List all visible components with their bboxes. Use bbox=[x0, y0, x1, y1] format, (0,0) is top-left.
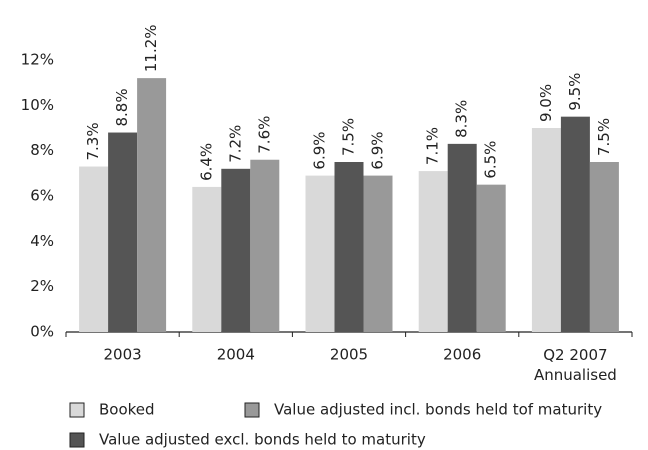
x-tick-label: 2006 bbox=[443, 346, 481, 364]
y-tick-label: 10% bbox=[21, 96, 54, 114]
data-label: 6.9% bbox=[311, 131, 329, 169]
data-label: 6.4% bbox=[197, 143, 215, 181]
bar bbox=[79, 166, 109, 332]
y-tick-label: 4% bbox=[30, 232, 54, 250]
data-label: 8.3% bbox=[453, 100, 471, 138]
bar bbox=[137, 78, 167, 332]
y-tick-label: 6% bbox=[30, 187, 54, 205]
bar bbox=[363, 175, 393, 332]
x-tick-label: 2003 bbox=[104, 346, 142, 364]
y-tick-label: 0% bbox=[30, 323, 54, 341]
data-label: 7.5% bbox=[595, 118, 613, 156]
bar bbox=[305, 175, 335, 332]
bar bbox=[531, 128, 561, 332]
y-tick-label: 2% bbox=[30, 277, 54, 295]
data-label: 9.5% bbox=[566, 73, 584, 111]
legend-label: Value adjusted incl. bonds held tof matu… bbox=[274, 401, 602, 419]
legend-label: Value adjusted excl. bonds held to matur… bbox=[99, 431, 426, 449]
y-tick-label: 12% bbox=[21, 51, 54, 69]
data-label: 7.2% bbox=[226, 125, 244, 163]
data-label: 9.0% bbox=[537, 84, 555, 122]
data-label: 7.6% bbox=[255, 116, 273, 154]
data-label: 7.3% bbox=[84, 122, 102, 160]
bar bbox=[560, 116, 590, 333]
x-tick-label: 2005 bbox=[330, 346, 368, 364]
bar bbox=[418, 171, 448, 332]
data-label: 7.1% bbox=[424, 127, 442, 165]
x-tick-label: Q2 2007 Annualised bbox=[534, 346, 617, 384]
legend-swatch bbox=[244, 402, 260, 418]
data-label: 8.8% bbox=[113, 88, 131, 126]
bar bbox=[447, 143, 477, 332]
bar bbox=[589, 162, 619, 332]
data-label: 7.5% bbox=[340, 118, 358, 156]
bar bbox=[221, 168, 251, 332]
bar bbox=[476, 184, 506, 332]
data-label: 11.2% bbox=[142, 24, 160, 72]
x-tick-label: 2004 bbox=[217, 346, 255, 364]
bar bbox=[192, 186, 222, 332]
bar bbox=[334, 162, 364, 332]
data-label: 6.5% bbox=[482, 141, 500, 179]
legend-swatch bbox=[69, 432, 85, 448]
legend-label: Booked bbox=[99, 401, 155, 419]
bar bbox=[108, 132, 138, 332]
legend-swatch bbox=[69, 402, 85, 418]
bar bbox=[250, 159, 280, 332]
data-label: 6.9% bbox=[369, 131, 387, 169]
y-tick-label: 8% bbox=[30, 141, 54, 159]
